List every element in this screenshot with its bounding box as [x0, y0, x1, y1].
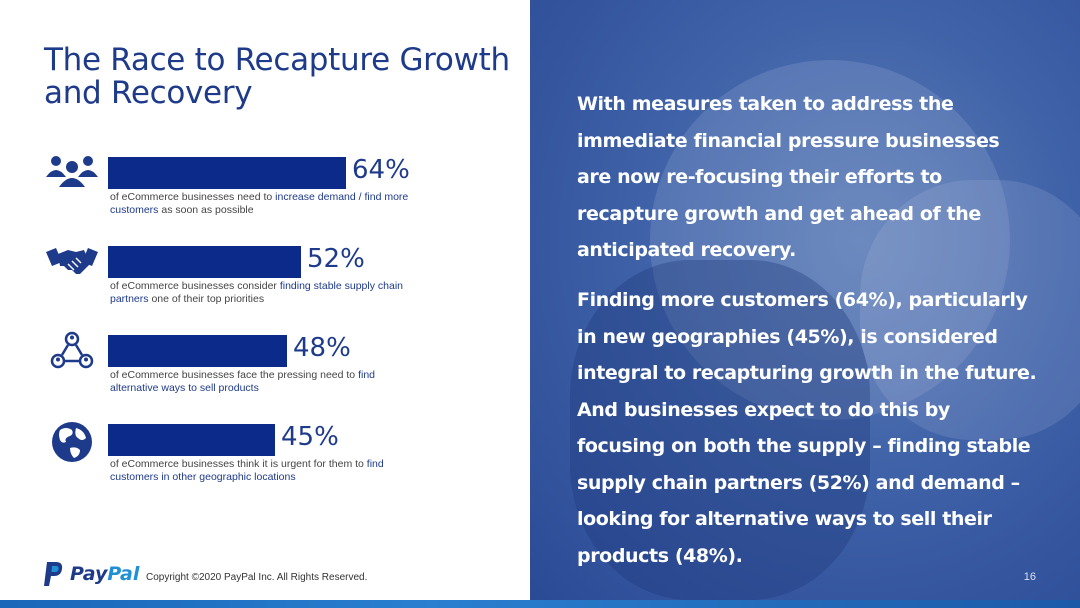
paypal-p-icon: [44, 562, 63, 586]
stat-percent: 64%: [352, 155, 410, 185]
stat-bar: [108, 157, 346, 189]
stat-bar: [108, 335, 287, 367]
stat-item: 52% of eCommerce businesses consider fin…: [40, 242, 480, 322]
page-title: The Race to Recapture Growth and Recover…: [44, 42, 510, 111]
stat-percent: 48%: [293, 333, 351, 363]
stat-bar: [108, 424, 275, 456]
background-photo-shape: [650, 60, 1010, 420]
stat-description: of eCommerce businesses face the pressin…: [110, 369, 375, 394]
people-group-icon: [44, 153, 100, 193]
stat-item: 48% of eCommerce businesses face the pre…: [40, 331, 480, 411]
stat-item: 45% of eCommerce businesses think it is …: [40, 420, 480, 500]
network-people-icon: [44, 331, 100, 371]
paypal-logo: PayPal: [44, 562, 139, 586]
stat-percent: 45%: [281, 422, 339, 452]
copyright-text: Copyright ©2020 PayPal Inc. All Rights R…: [146, 572, 368, 583]
stat-item: 64% of eCommerce businesses need to incr…: [40, 153, 480, 233]
background-photo-shape: [860, 180, 1080, 440]
handshake-icon: [44, 242, 100, 282]
intro-paragraph: With measures taken to address the immed…: [577, 93, 1000, 261]
bottom-accent-strip: [0, 600, 1080, 608]
stat-percent: 52%: [307, 244, 365, 274]
globe-icon: [44, 420, 100, 462]
stat-description: of eCommerce businesses think it is urge…: [110, 458, 384, 483]
stat-bar: [108, 246, 301, 278]
right-panel: With measures taken to address the immed…: [530, 0, 1080, 600]
page-number: 16: [1023, 571, 1036, 583]
left-panel: The Race to Recapture Growth and Recover…: [0, 0, 530, 600]
background-photo-shape: [570, 260, 870, 600]
stat-description: of eCommerce businesses consider finding…: [110, 280, 403, 305]
stat-description: of eCommerce businesses need to increase…: [110, 191, 409, 216]
findings-paragraph: Finding more customers (64%), particular…: [577, 289, 1037, 567]
